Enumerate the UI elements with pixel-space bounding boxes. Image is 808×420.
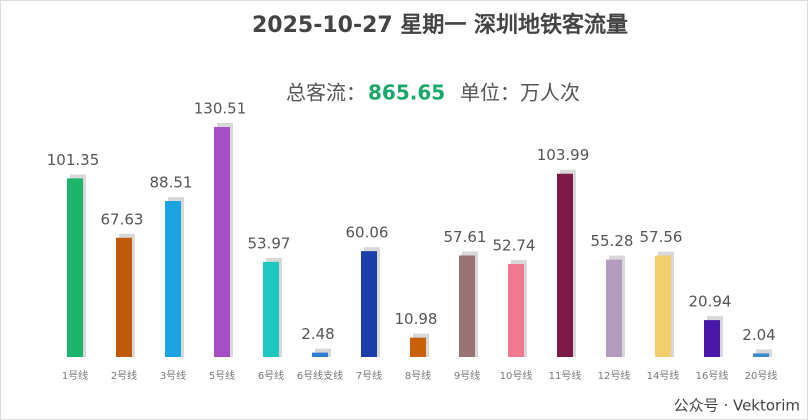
value-label: 103.99 <box>537 146 590 164</box>
total-value: 865.65 <box>368 81 445 105</box>
x-tick-label: 6号线支线 <box>297 369 343 382</box>
bar <box>361 251 377 357</box>
value-label: 53.97 <box>248 234 291 252</box>
bar <box>214 127 230 357</box>
value-label: 10.98 <box>395 310 438 328</box>
x-tick-label: 3号线 <box>160 369 186 382</box>
bar <box>410 337 426 357</box>
unit-label: 单位：万人次 <box>460 81 580 105</box>
value-label: 55.28 <box>591 232 634 250</box>
bar <box>704 320 720 357</box>
bar <box>606 259 622 357</box>
bar <box>508 264 524 357</box>
value-label: 60.06 <box>346 224 389 242</box>
x-tick-label: 12号线 <box>598 369 631 382</box>
bar <box>753 353 769 357</box>
x-tick-label: 7号线 <box>356 369 382 382</box>
x-tick-label: 10号线 <box>500 369 533 382</box>
value-label: 2.04 <box>742 326 775 344</box>
value-label: 20.94 <box>689 293 732 311</box>
chart-title: 2025-10-27 星期一 深圳地铁客流量 <box>252 12 628 38</box>
bar <box>165 201 181 357</box>
value-label: 57.56 <box>640 228 683 246</box>
x-tick-label: 6号线 <box>258 369 284 382</box>
value-label: 88.51 <box>150 174 193 192</box>
value-label: 52.74 <box>493 237 536 255</box>
x-tick-label: 8号线 <box>405 369 431 382</box>
x-tick-label: 14号线 <box>647 369 680 382</box>
bar <box>67 178 83 357</box>
value-label: 67.63 <box>101 210 144 228</box>
x-tick-label: 11号线 <box>549 369 582 382</box>
bar <box>655 255 671 357</box>
bar <box>312 352 328 357</box>
x-tick-label: 16号线 <box>696 369 729 382</box>
total-label: 总客流： <box>286 81 366 105</box>
bar <box>557 173 573 357</box>
x-tick-label: 1号线 <box>62 369 88 382</box>
bar <box>263 261 279 357</box>
bar-shadow <box>756 349 772 357</box>
watermark: 公众号 · Vektorim <box>674 397 800 415</box>
x-tick-label: 9号线 <box>454 369 480 382</box>
x-tick-label: 5号线 <box>209 369 235 382</box>
bar <box>116 237 132 357</box>
x-tick-label: 2号线 <box>111 369 137 382</box>
value-label: 57.61 <box>444 228 487 246</box>
value-label: 2.48 <box>301 325 334 343</box>
value-label: 101.35 <box>47 151 100 169</box>
bar <box>459 255 475 357</box>
value-label: 130.51 <box>194 100 247 118</box>
x-tick-label: 20号线 <box>745 369 778 382</box>
